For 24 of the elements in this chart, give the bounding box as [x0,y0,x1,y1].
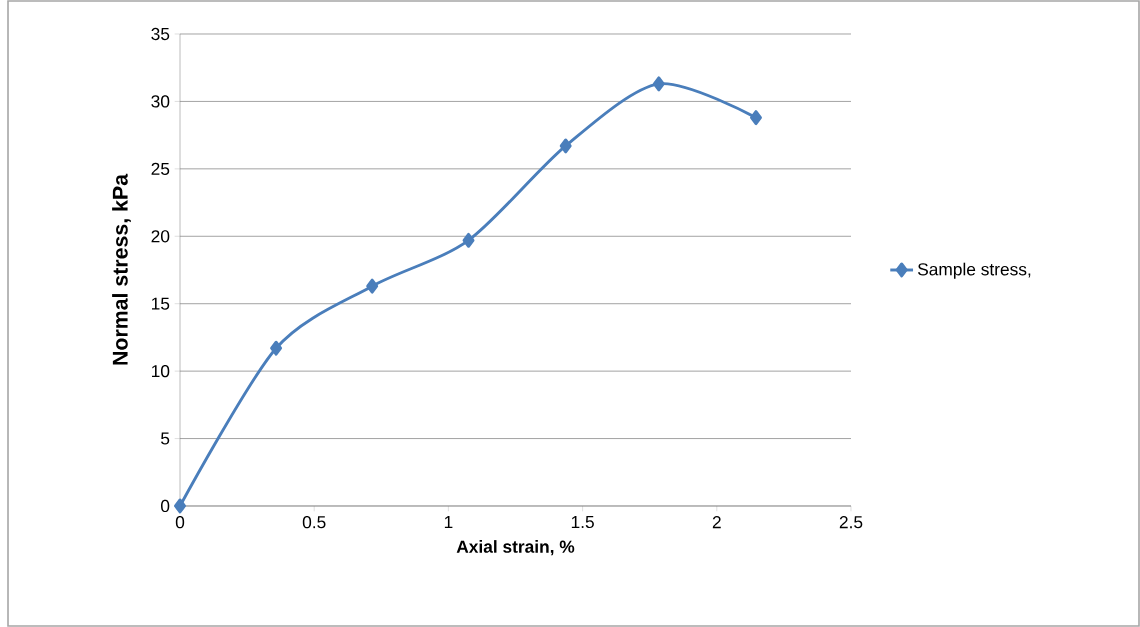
point [270,340,283,356]
legend-label: Sample stress, [917,262,1031,279]
y-tick-label: 10 [152,364,170,378]
x-tick-label: 2 [712,516,721,529]
y-axis-title: Normal stress, kPa [112,173,131,365]
point [462,232,475,248]
point [652,76,665,92]
point [174,498,186,514]
point [366,278,379,294]
y-tick-label: 35 [151,27,170,41]
x-axis-title: Axial strain, % [456,540,575,556]
x-tick-label: 2.5 [839,516,863,529]
point [750,110,762,126]
y-tick-label: 5 [161,432,170,445]
y-tick-label: 15 [152,297,170,310]
x-tick-label: 0 [175,516,185,529]
y-tick-label: 30 [151,95,170,108]
x-tick-label: 0.5 [302,516,326,529]
y-tick-label: 25 [151,162,170,175]
y-tick-label: 0 [160,499,170,513]
y-tick-label: 20 [151,230,170,243]
point [559,138,572,154]
x-tick-label: 1 [444,516,453,528]
x-tick-label: 1.5 [571,516,594,529]
